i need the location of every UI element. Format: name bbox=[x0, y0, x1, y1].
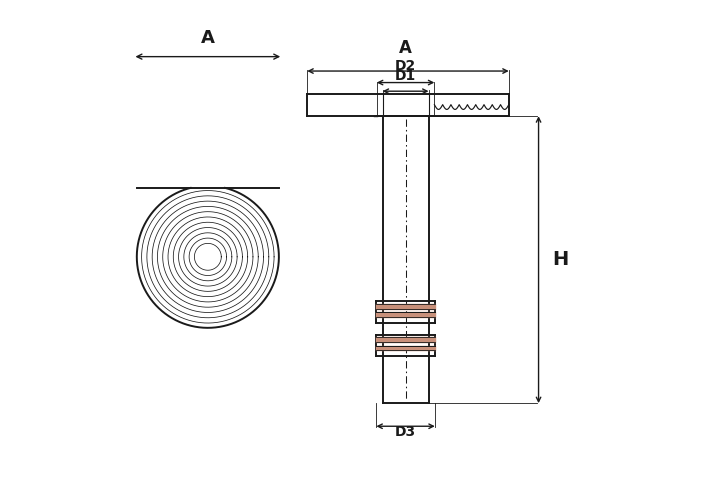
Text: A: A bbox=[201, 29, 215, 47]
Text: D3: D3 bbox=[395, 425, 416, 439]
Text: D1: D1 bbox=[395, 69, 416, 83]
Text: D2: D2 bbox=[395, 59, 416, 73]
Text: A: A bbox=[399, 39, 412, 57]
Text: H: H bbox=[552, 250, 569, 269]
